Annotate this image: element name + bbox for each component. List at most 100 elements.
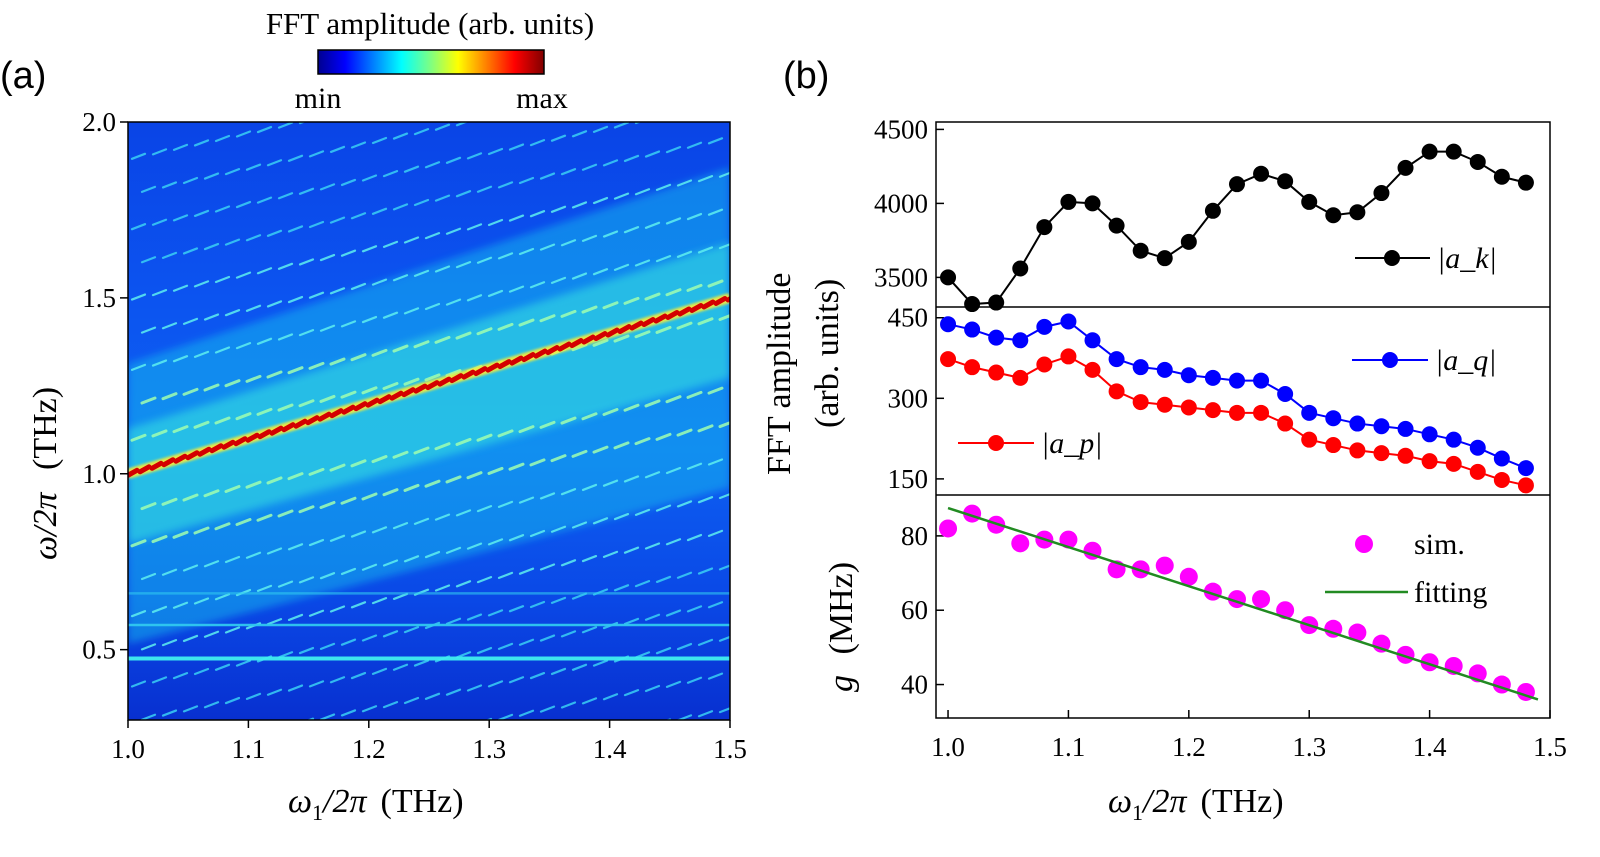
sideband-streak	[308, 680, 325, 688]
series-point-ap	[1253, 404, 1270, 421]
sim-point	[1179, 567, 1198, 586]
ridge-dash	[221, 439, 236, 450]
sideband-streak	[161, 322, 178, 330]
sideband-streak	[424, 479, 441, 488]
b-y-tick-label: 450	[888, 303, 929, 333]
series-point-aq	[1132, 359, 1149, 376]
sideband-streak	[371, 136, 388, 145]
sideband-streak	[718, 564, 730, 571]
sideband-streak	[592, 125, 609, 133]
sideband-streak	[371, 455, 388, 464]
sideband-streak	[686, 283, 703, 292]
series-point-aq	[964, 321, 981, 338]
sideband-streak	[403, 483, 420, 492]
series-point-ak	[964, 296, 981, 313]
sideband-streak	[224, 555, 241, 564]
ridge-dash	[365, 397, 380, 408]
ridge-dash	[425, 380, 440, 391]
sideband-streak	[130, 539, 147, 548]
ridge-dash	[677, 306, 692, 317]
sideband-streak	[392, 344, 409, 353]
ridge-dash	[533, 348, 548, 359]
sideband-streak	[193, 667, 210, 676]
series-point-ap	[1084, 361, 1101, 378]
sideband-streak	[329, 534, 346, 542]
sideband-streak	[497, 322, 514, 331]
sideband-streak	[319, 253, 336, 262]
series-line-ak	[947, 150, 1527, 306]
sideband-streak	[424, 692, 441, 700]
heatmap-glow-inner	[128, 242, 730, 544]
sideband-streak	[203, 172, 220, 180]
series-point-ap	[1228, 404, 1245, 421]
ridge-dash	[449, 373, 464, 384]
b-y-tick-label: 3500	[874, 262, 928, 292]
sideband-streak	[308, 467, 325, 476]
sideband-streak	[371, 348, 388, 357]
sideband-streak	[592, 445, 609, 454]
heatmap-plot: 1.0 1.1 1.2 1.3 1.4 1.5 0.5 1.0 1.5 2.0	[82, 107, 747, 764]
sideband-streak	[539, 492, 556, 500]
series-point-ap	[1132, 394, 1149, 411]
sideband-streak	[434, 335, 451, 344]
sideband-streak	[655, 504, 672, 512]
sideband-streak	[350, 141, 367, 149]
series-point-ak	[1325, 207, 1342, 224]
sideband-streak	[424, 373, 441, 382]
sideband-streak	[266, 300, 283, 308]
sideband-streak	[413, 517, 430, 525]
series-point-ak	[1397, 159, 1414, 176]
sideband-streak	[665, 146, 682, 154]
sideband-streak	[214, 593, 231, 601]
series-point-ap	[1349, 442, 1366, 459]
series-point-ap	[988, 364, 1005, 381]
b-y-tick-label: 4000	[874, 188, 928, 218]
sideband-streak	[445, 475, 462, 484]
b-y-tick-label: 150	[888, 464, 929, 494]
sideband-streak	[655, 325, 672, 334]
sideband-streak	[172, 284, 189, 292]
sideband-streak	[340, 567, 357, 576]
sideband-streak	[581, 163, 598, 171]
sideband-streak	[508, 605, 525, 613]
sideband-streak	[329, 676, 346, 684]
sideband-streak	[657, 114, 670, 119]
ridge-dash	[413, 383, 428, 394]
series-point-ak	[1060, 193, 1077, 210]
ridge-dash	[701, 299, 716, 310]
sideband-streak	[256, 584, 273, 592]
sideband-streak	[172, 143, 189, 152]
sideband-streak	[487, 609, 504, 617]
sideband-streak	[308, 150, 325, 158]
sideband-streak	[403, 377, 420, 386]
sideband-streak	[644, 471, 661, 479]
b-y-tick-label: 60	[901, 595, 928, 625]
sideband-streak	[193, 139, 210, 147]
sideband-streak	[403, 696, 420, 705]
series-point-ap	[1325, 437, 1342, 454]
sideband-streak	[592, 268, 609, 276]
sideband-streak	[214, 416, 231, 425]
sim-point	[1396, 645, 1415, 664]
sideband-streak	[592, 338, 609, 347]
a-x-label-unit: (THz)	[381, 783, 464, 820]
sideband-streak	[161, 497, 178, 506]
legend-fitting: fitting	[1325, 576, 1487, 609]
legend-ap-marker	[988, 435, 1004, 451]
sideband-streak	[182, 705, 199, 713]
sideband-streak	[560, 630, 577, 638]
sideband-streak	[266, 370, 283, 379]
sideband-streak	[319, 324, 336, 332]
sideband-streak	[130, 223, 147, 231]
sideband-streak	[279, 723, 292, 728]
series-point-aq	[1277, 386, 1294, 403]
ridge-dash	[185, 450, 200, 461]
sideband-streak	[424, 550, 441, 559]
sideband-streak	[676, 642, 693, 651]
sideband-streak	[161, 392, 178, 401]
series-point-ap	[1156, 396, 1173, 413]
sideband-streak	[277, 403, 294, 412]
sideband-streak	[235, 200, 252, 209]
series-point-ak	[1132, 242, 1149, 259]
sideband-streak	[571, 663, 588, 671]
